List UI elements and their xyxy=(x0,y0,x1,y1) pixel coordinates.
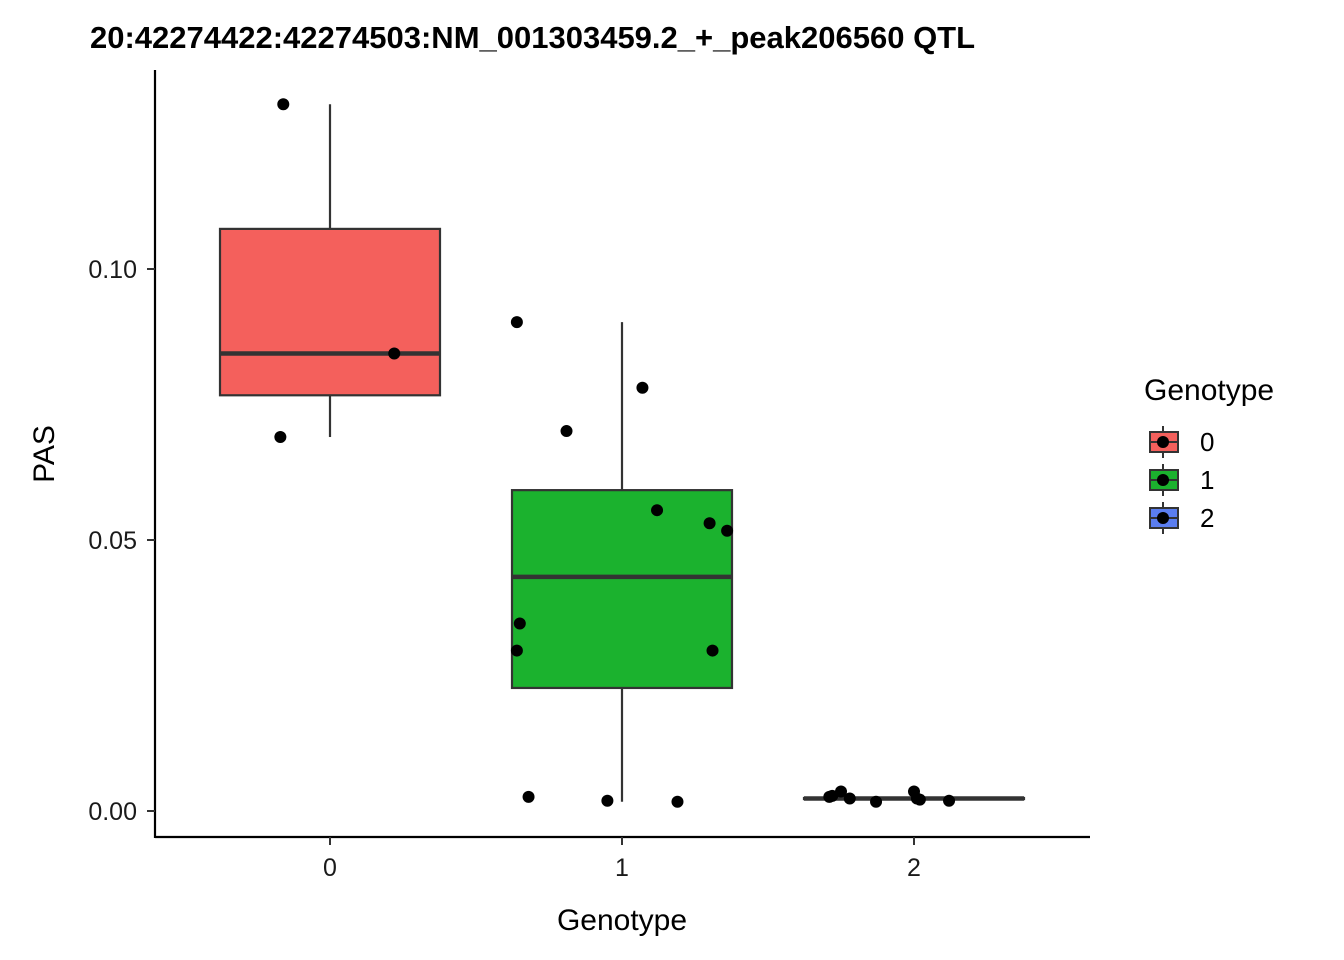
y-tick-label: 0.10 xyxy=(88,256,137,284)
x-tick-label: 2 xyxy=(907,854,921,882)
y-axis-ticks: 0.00 0.05 0.10 xyxy=(88,256,155,826)
data-point xyxy=(943,794,956,807)
data-point xyxy=(277,98,290,111)
x-tick-label: 0 xyxy=(323,854,337,882)
y-tick-label: 0.00 xyxy=(88,798,137,826)
data-point xyxy=(913,793,926,806)
legend: Genotype 0 1 2 xyxy=(1144,374,1274,534)
box-0 xyxy=(218,227,442,397)
chart-title: 20:42274422:42274503:NM_001303459.2_+_pe… xyxy=(90,20,975,55)
x-tick-label: 1 xyxy=(615,854,629,882)
data-point xyxy=(835,785,847,798)
data-point xyxy=(513,617,526,630)
points-layer xyxy=(274,98,956,808)
data-point xyxy=(510,316,523,329)
legend-key-point xyxy=(1157,436,1169,448)
legend-item-2: 2 xyxy=(1149,502,1214,534)
boxes-layer xyxy=(218,104,1026,802)
x-axis-title: Genotype xyxy=(557,904,687,937)
legend-title: Genotype xyxy=(1144,374,1274,407)
data-point xyxy=(388,347,401,360)
legend-label: 0 xyxy=(1200,427,1214,457)
y-axis-title: PAS xyxy=(28,425,61,483)
data-point xyxy=(636,381,649,394)
data-point xyxy=(671,795,684,808)
data-point xyxy=(651,504,664,517)
legend-item-0: 0 xyxy=(1149,426,1214,458)
legend-key-point xyxy=(1157,474,1169,486)
x-axis-ticks: 0 1 2 xyxy=(323,837,921,882)
data-point xyxy=(560,425,573,438)
legend-items: 0 1 2 xyxy=(1149,426,1214,534)
data-point xyxy=(721,524,734,537)
data-point xyxy=(522,790,535,803)
data-point xyxy=(870,795,883,808)
plot-area: 0.00 0.05 0.10 0 1 2 xyxy=(88,70,1090,882)
data-point xyxy=(510,644,523,657)
box-group-1 xyxy=(510,322,734,802)
box-group-0 xyxy=(218,104,442,438)
data-point xyxy=(274,431,287,444)
y-tick-label: 0.05 xyxy=(88,527,137,555)
box-1 xyxy=(510,489,734,690)
data-point xyxy=(843,792,856,805)
data-point xyxy=(706,644,719,657)
legend-label: 2 xyxy=(1200,503,1214,533)
legend-label: 1 xyxy=(1200,465,1214,495)
legend-key-point xyxy=(1157,512,1169,524)
data-point xyxy=(601,794,614,807)
data-point xyxy=(703,517,716,530)
legend-item-1: 1 xyxy=(1149,464,1214,496)
